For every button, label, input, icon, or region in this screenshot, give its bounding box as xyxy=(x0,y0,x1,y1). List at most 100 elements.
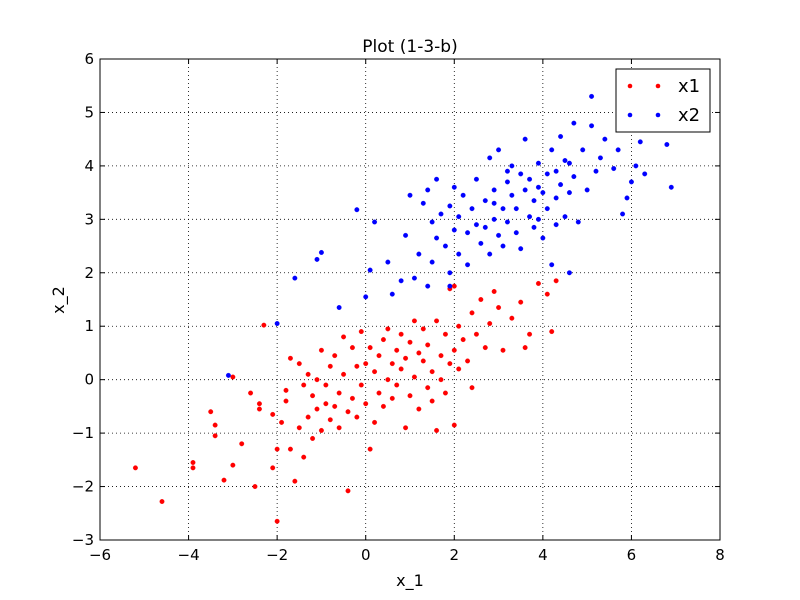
data-point-x2 xyxy=(487,155,493,161)
data-point-x1 xyxy=(358,329,364,335)
data-point-x1 xyxy=(442,331,448,337)
data-point-x2 xyxy=(584,187,590,193)
data-point-x2 xyxy=(566,190,572,196)
data-point-x2 xyxy=(571,120,577,126)
data-point-x2 xyxy=(425,283,431,289)
x-tick-label: 8 xyxy=(715,546,725,564)
data-point-x1 xyxy=(270,411,276,417)
data-point-x2 xyxy=(500,243,506,249)
data-point-x2 xyxy=(664,142,670,147)
y-tick-label: 4 xyxy=(84,157,94,175)
data-point-x1 xyxy=(301,454,307,460)
data-point-x1 xyxy=(318,347,324,353)
data-point-x2 xyxy=(447,270,453,276)
data-point-x1 xyxy=(425,385,431,391)
data-point-x1 xyxy=(323,382,329,388)
data-point-x1 xyxy=(248,390,254,396)
data-point-x1 xyxy=(314,406,320,412)
y-tick-label: 0 xyxy=(84,371,94,389)
data-point-x2 xyxy=(566,160,572,166)
data-point-x2 xyxy=(429,259,435,265)
data-point-x1 xyxy=(385,377,391,383)
data-point-x1 xyxy=(349,395,355,401)
x-axis-label: x_1 xyxy=(396,571,424,591)
data-point-x2 xyxy=(460,192,466,198)
data-point-x2 xyxy=(509,192,515,198)
data-point-x2 xyxy=(478,240,484,246)
data-point-x2 xyxy=(451,227,457,233)
data-point-x2 xyxy=(225,372,231,378)
data-point-x1 xyxy=(407,339,413,345)
y-tick-label: −2 xyxy=(72,478,94,496)
data-point-x2 xyxy=(580,147,586,153)
data-point-x1 xyxy=(363,401,369,407)
x-tick-label: −4 xyxy=(178,546,200,564)
data-point-x2 xyxy=(544,171,550,177)
data-point-x1 xyxy=(305,414,311,420)
data-point-x2 xyxy=(425,187,431,193)
data-point-x1 xyxy=(394,347,400,353)
data-point-x1 xyxy=(544,291,550,297)
data-point-x1 xyxy=(270,465,276,471)
data-point-x1 xyxy=(394,382,400,388)
plot-area xyxy=(100,59,720,540)
data-point-x1 xyxy=(460,337,466,343)
data-point-x2 xyxy=(447,203,453,209)
data-point-x1 xyxy=(482,345,488,351)
data-point-x2 xyxy=(558,182,564,188)
data-point-x1 xyxy=(527,331,533,337)
data-point-x2 xyxy=(527,176,533,182)
data-point-x1 xyxy=(500,347,506,353)
data-point-x2 xyxy=(531,224,537,230)
data-point-x2 xyxy=(549,147,555,153)
data-point-x2 xyxy=(420,200,426,206)
data-point-x2 xyxy=(318,250,324,255)
data-point-x1 xyxy=(478,297,484,302)
y-tick-label: 2 xyxy=(84,264,94,282)
data-point-x2 xyxy=(504,179,510,185)
data-point-x1 xyxy=(230,374,236,380)
y-tick-label: −1 xyxy=(72,424,94,442)
axis-ticks: −6 −4 −2 0 2 4 6 8 −3 −2 −1 0 1 2 3 4 5 6 xyxy=(72,50,725,564)
data-point-x1 xyxy=(398,366,404,372)
data-point-x2 xyxy=(571,174,577,180)
data-point-x2 xyxy=(465,230,471,236)
data-point-x1 xyxy=(261,322,267,328)
data-point-x1 xyxy=(283,387,289,393)
data-point-x1 xyxy=(403,425,409,431)
data-point-x1 xyxy=(491,289,497,294)
data-point-x1 xyxy=(442,390,448,396)
data-point-x1 xyxy=(367,345,373,351)
data-point-x1 xyxy=(208,409,214,415)
data-point-x1 xyxy=(354,414,360,420)
data-point-x2 xyxy=(540,190,546,196)
data-point-x1 xyxy=(363,361,369,367)
data-point-x1 xyxy=(132,465,138,471)
data-point-x2 xyxy=(562,214,568,220)
data-point-x1 xyxy=(212,422,218,428)
y-tick-label: 1 xyxy=(84,317,94,335)
data-point-x2 xyxy=(535,216,541,222)
data-point-x2 xyxy=(407,192,413,198)
data-point-x1 xyxy=(287,355,293,361)
data-point-x2 xyxy=(487,251,493,257)
data-point-x2 xyxy=(442,243,448,249)
data-point-x1 xyxy=(425,342,431,348)
data-point-x1 xyxy=(451,422,457,428)
data-point-x1 xyxy=(469,385,475,391)
data-point-x1 xyxy=(380,403,386,409)
data-point-x2 xyxy=(482,224,488,230)
data-point-x2 xyxy=(465,262,471,268)
data-point-x2 xyxy=(540,235,546,241)
data-point-x1 xyxy=(535,281,541,286)
data-point-x1 xyxy=(389,395,395,401)
data-point-x2 xyxy=(398,278,404,284)
data-point-x2 xyxy=(434,176,440,182)
data-point-x1 xyxy=(212,433,218,439)
data-point-x2 xyxy=(620,211,626,217)
data-point-x1 xyxy=(451,283,457,289)
data-point-x2 xyxy=(549,262,555,268)
x-tick-label: 6 xyxy=(627,546,637,564)
data-point-x1 xyxy=(367,446,373,452)
data-point-x2 xyxy=(566,270,572,276)
